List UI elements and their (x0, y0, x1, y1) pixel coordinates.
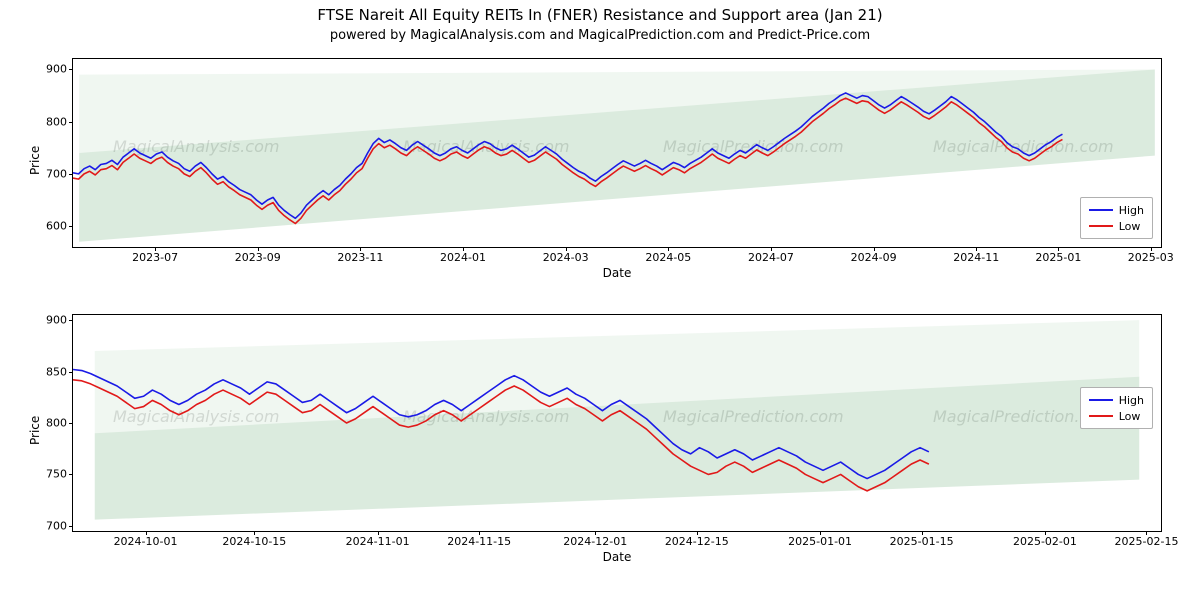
bottom-xlabel: Date (72, 550, 1162, 564)
figure-container: FTSE Nareit All Equity REITs In (FNER) R… (0, 0, 1200, 600)
legend-item-low: Low (1089, 408, 1144, 424)
legend-swatch-low (1089, 415, 1113, 417)
chart-title: FTSE Nareit All Equity REITs In (FNER) R… (0, 6, 1200, 24)
top-chart-panel: MagicalAnalysis.com MagicalAnalysis.com … (72, 58, 1162, 248)
legend-item-high: High (1089, 392, 1144, 408)
legend-label-low: Low (1119, 410, 1141, 423)
top-xlabel: Date (72, 266, 1162, 280)
legend-box: High Low (1080, 197, 1153, 239)
legend-item-high: High (1089, 202, 1144, 218)
legend-item-low: Low (1089, 218, 1144, 234)
legend-swatch-low (1089, 225, 1113, 227)
bottom-ylabel: Price (28, 416, 42, 445)
legend-swatch-high (1089, 399, 1113, 401)
top-ylabel: Price (28, 146, 42, 175)
bottom-chart-panel: MagicalAnalysis.com MagicalAnalysis.com … (72, 314, 1162, 532)
legend-label-high: High (1119, 394, 1144, 407)
legend-label-low: Low (1119, 220, 1141, 233)
top-plot-svg (73, 59, 1161, 247)
legend-label-high: High (1119, 204, 1144, 217)
legend-swatch-high (1089, 209, 1113, 211)
legend-box: High Low (1080, 387, 1153, 429)
chart-subtitle: powered by MagicalAnalysis.com and Magic… (0, 28, 1200, 43)
bottom-plot-svg (73, 315, 1161, 531)
